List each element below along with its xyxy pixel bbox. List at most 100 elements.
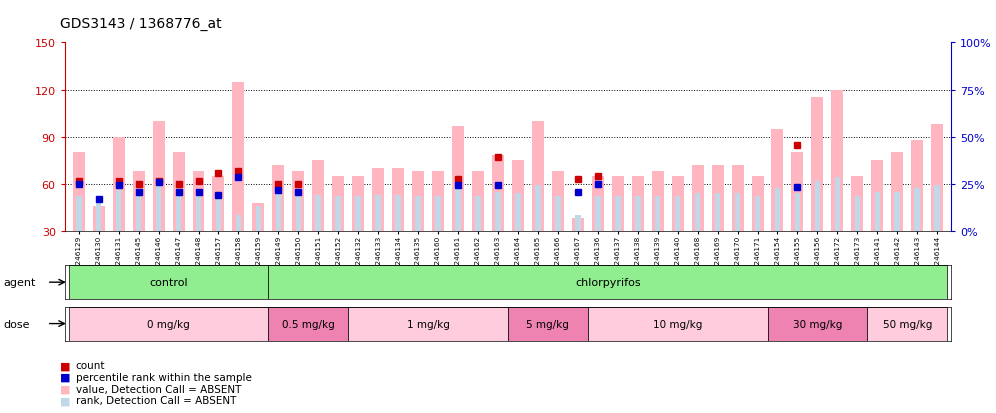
Bar [356,197,361,231]
Bar [69,307,268,341]
Bar [495,192,501,231]
Bar [333,176,345,231]
Bar [711,166,723,231]
Bar [595,197,601,231]
Bar [508,307,588,341]
Bar [512,161,524,231]
Bar [412,172,424,231]
Bar [515,194,521,231]
Text: 5 mg/kg: 5 mg/kg [527,319,570,329]
Text: dose: dose [3,319,30,329]
Text: GDS3143 / 1368776_at: GDS3143 / 1368776_at [60,17,221,31]
Bar [395,195,401,231]
Bar [175,194,181,231]
Bar [715,194,720,231]
Bar [452,126,464,231]
Bar [492,156,504,231]
Text: rank, Detection Call = ABSENT: rank, Detection Call = ABSENT [76,395,236,405]
Bar [612,176,623,231]
Bar [552,172,564,231]
Bar [931,125,943,231]
Text: value, Detection Call = ABSENT: value, Detection Call = ABSENT [76,384,241,394]
Bar [768,307,868,341]
Bar [655,197,660,231]
Bar [475,197,481,231]
Bar [93,206,105,231]
Bar [113,137,124,231]
Bar [891,153,903,231]
Bar [256,206,261,231]
Text: 50 mg/kg: 50 mg/kg [882,319,932,329]
Bar [572,219,584,231]
Bar [432,172,444,231]
Bar [236,216,241,231]
Bar [313,161,325,231]
Bar [631,176,643,231]
Text: 30 mg/kg: 30 mg/kg [793,319,842,329]
Bar [732,166,744,231]
Bar [472,172,484,231]
Bar [316,195,321,231]
Bar [575,216,581,231]
Text: ■: ■ [60,361,71,370]
Bar [349,307,508,341]
Bar [832,90,844,231]
Bar [73,153,85,231]
Text: count: count [76,361,106,370]
Bar [152,122,164,231]
Text: ■: ■ [60,395,71,405]
Bar [874,192,880,231]
Text: 0.5 mg/kg: 0.5 mg/kg [282,319,335,329]
Bar [195,194,201,231]
Bar [792,153,804,231]
Bar [216,197,221,231]
Bar [132,172,144,231]
Bar [675,197,680,231]
Text: ■: ■ [60,384,71,394]
Bar [336,197,341,231]
Bar [353,176,365,231]
Bar [135,194,141,231]
Text: 10 mg/kg: 10 mg/kg [653,319,702,329]
Bar [69,266,268,299]
Bar [815,181,821,231]
Bar [555,197,561,231]
Text: control: control [149,278,188,287]
Bar [695,194,700,231]
Bar [296,197,301,231]
Bar [772,130,784,231]
Bar [415,197,421,231]
Bar [894,192,900,231]
Bar [795,194,800,231]
Bar [735,194,740,231]
Bar [588,307,768,341]
Bar [232,83,244,231]
Text: 1 mg/kg: 1 mg/kg [406,319,449,329]
Bar [96,203,102,231]
Bar [634,197,640,231]
Bar [775,189,780,231]
Bar [592,176,604,231]
Bar [872,161,883,231]
Bar [76,197,82,231]
Text: 0 mg/kg: 0 mg/kg [147,319,190,329]
Bar [373,169,384,231]
Bar [755,197,760,231]
Bar [212,176,224,231]
Bar [375,195,381,231]
Bar [868,307,947,341]
Bar [691,166,703,231]
Bar [155,184,161,231]
Bar [651,172,663,231]
Bar [455,188,461,231]
Text: percentile rank within the sample: percentile rank within the sample [76,372,252,382]
Bar [752,176,764,231]
Bar [615,197,621,231]
Text: chlorpyrifos: chlorpyrifos [575,278,640,287]
Bar [268,266,947,299]
Bar [671,176,683,231]
Bar [835,178,841,231]
Bar [812,98,824,231]
Bar [855,197,861,231]
Bar [911,140,923,231]
